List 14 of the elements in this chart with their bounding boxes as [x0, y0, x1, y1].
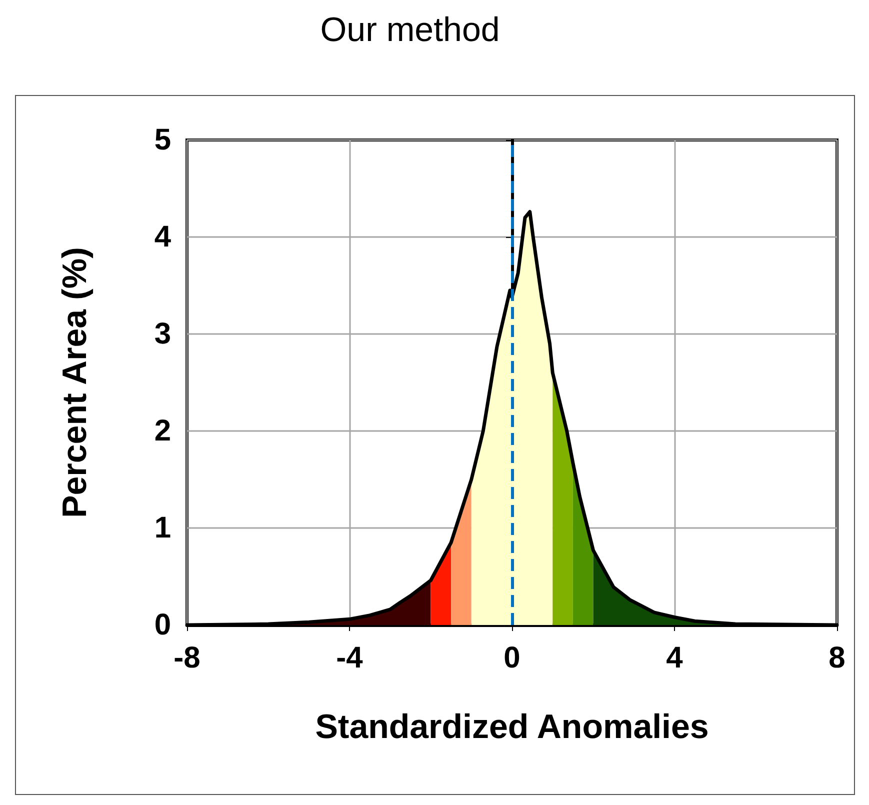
x-tick-label: -8	[174, 642, 200, 674]
y-tick-label: 5	[154, 124, 171, 156]
y-tick-label: 1	[154, 512, 171, 544]
y-tick-label: 4	[154, 220, 172, 254]
y-tick-label: 2	[154, 414, 171, 448]
x-tick-label: 8	[828, 642, 846, 674]
chart-title: Our method	[320, 11, 500, 49]
x-tick-label: 0	[504, 642, 520, 674]
x-tick-label: -4	[336, 642, 364, 674]
y-axis-title: Percent Area (%)	[56, 247, 94, 518]
x-tick-label: 4	[666, 642, 684, 674]
x-axis-title: Standardized Anomalies	[315, 708, 709, 746]
y-tick-label: 3	[154, 318, 171, 350]
y-tick-label: 0	[154, 608, 171, 642]
